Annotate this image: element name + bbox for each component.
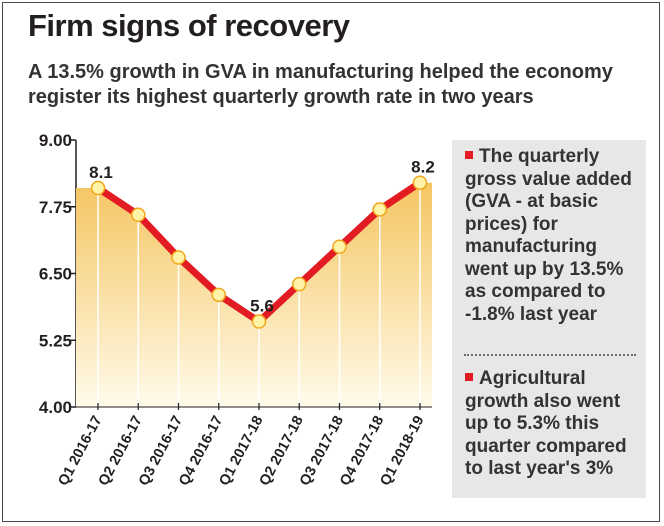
side-notes-panel: The quarterly gross value added (GVA - a… bbox=[452, 140, 646, 498]
note-text: The quarterly gross value added (GVA - a… bbox=[465, 146, 632, 325]
area-fill bbox=[76, 182, 432, 407]
data-point bbox=[131, 207, 146, 223]
bullet-marker bbox=[465, 151, 473, 159]
data-point bbox=[251, 314, 267, 329]
data-point bbox=[292, 276, 307, 292]
data-point bbox=[372, 202, 387, 217]
y-tick-label: 6.50 bbox=[39, 265, 72, 284]
note-manufacturing: The quarterly gross value added (GVA - a… bbox=[465, 146, 643, 326]
data-point bbox=[332, 239, 347, 255]
data-label: 8.2 bbox=[411, 158, 435, 177]
y-tick-label: 7.75 bbox=[39, 198, 72, 217]
data-point bbox=[412, 175, 428, 190]
data-label: 8.1 bbox=[89, 163, 113, 182]
data-point bbox=[90, 180, 106, 196]
data-label: 5.6 bbox=[250, 297, 274, 316]
y-tick-label: 4.00 bbox=[39, 398, 72, 417]
notes-divider bbox=[464, 354, 636, 356]
chart-subtitle: A 13.5% growth in GVA in manufacturing h… bbox=[28, 61, 613, 108]
note-agriculture: Agricultural growth also went up to 5.3%… bbox=[465, 368, 643, 481]
y-tick-label: 9.00 bbox=[39, 131, 72, 150]
data-point bbox=[171, 250, 186, 265]
y-tick-label: 5.25 bbox=[39, 331, 72, 350]
bullet-marker bbox=[465, 373, 473, 381]
y-axis: 9.00 7.75 6.50 5.25 4.00 bbox=[39, 131, 77, 417]
chart-title: Firm signs of recovery bbox=[28, 8, 350, 43]
data-point bbox=[211, 287, 226, 303]
note-text: Agricultural growth also went up to 5.3%… bbox=[465, 368, 627, 479]
graphic-frame bbox=[2, 2, 660, 522]
